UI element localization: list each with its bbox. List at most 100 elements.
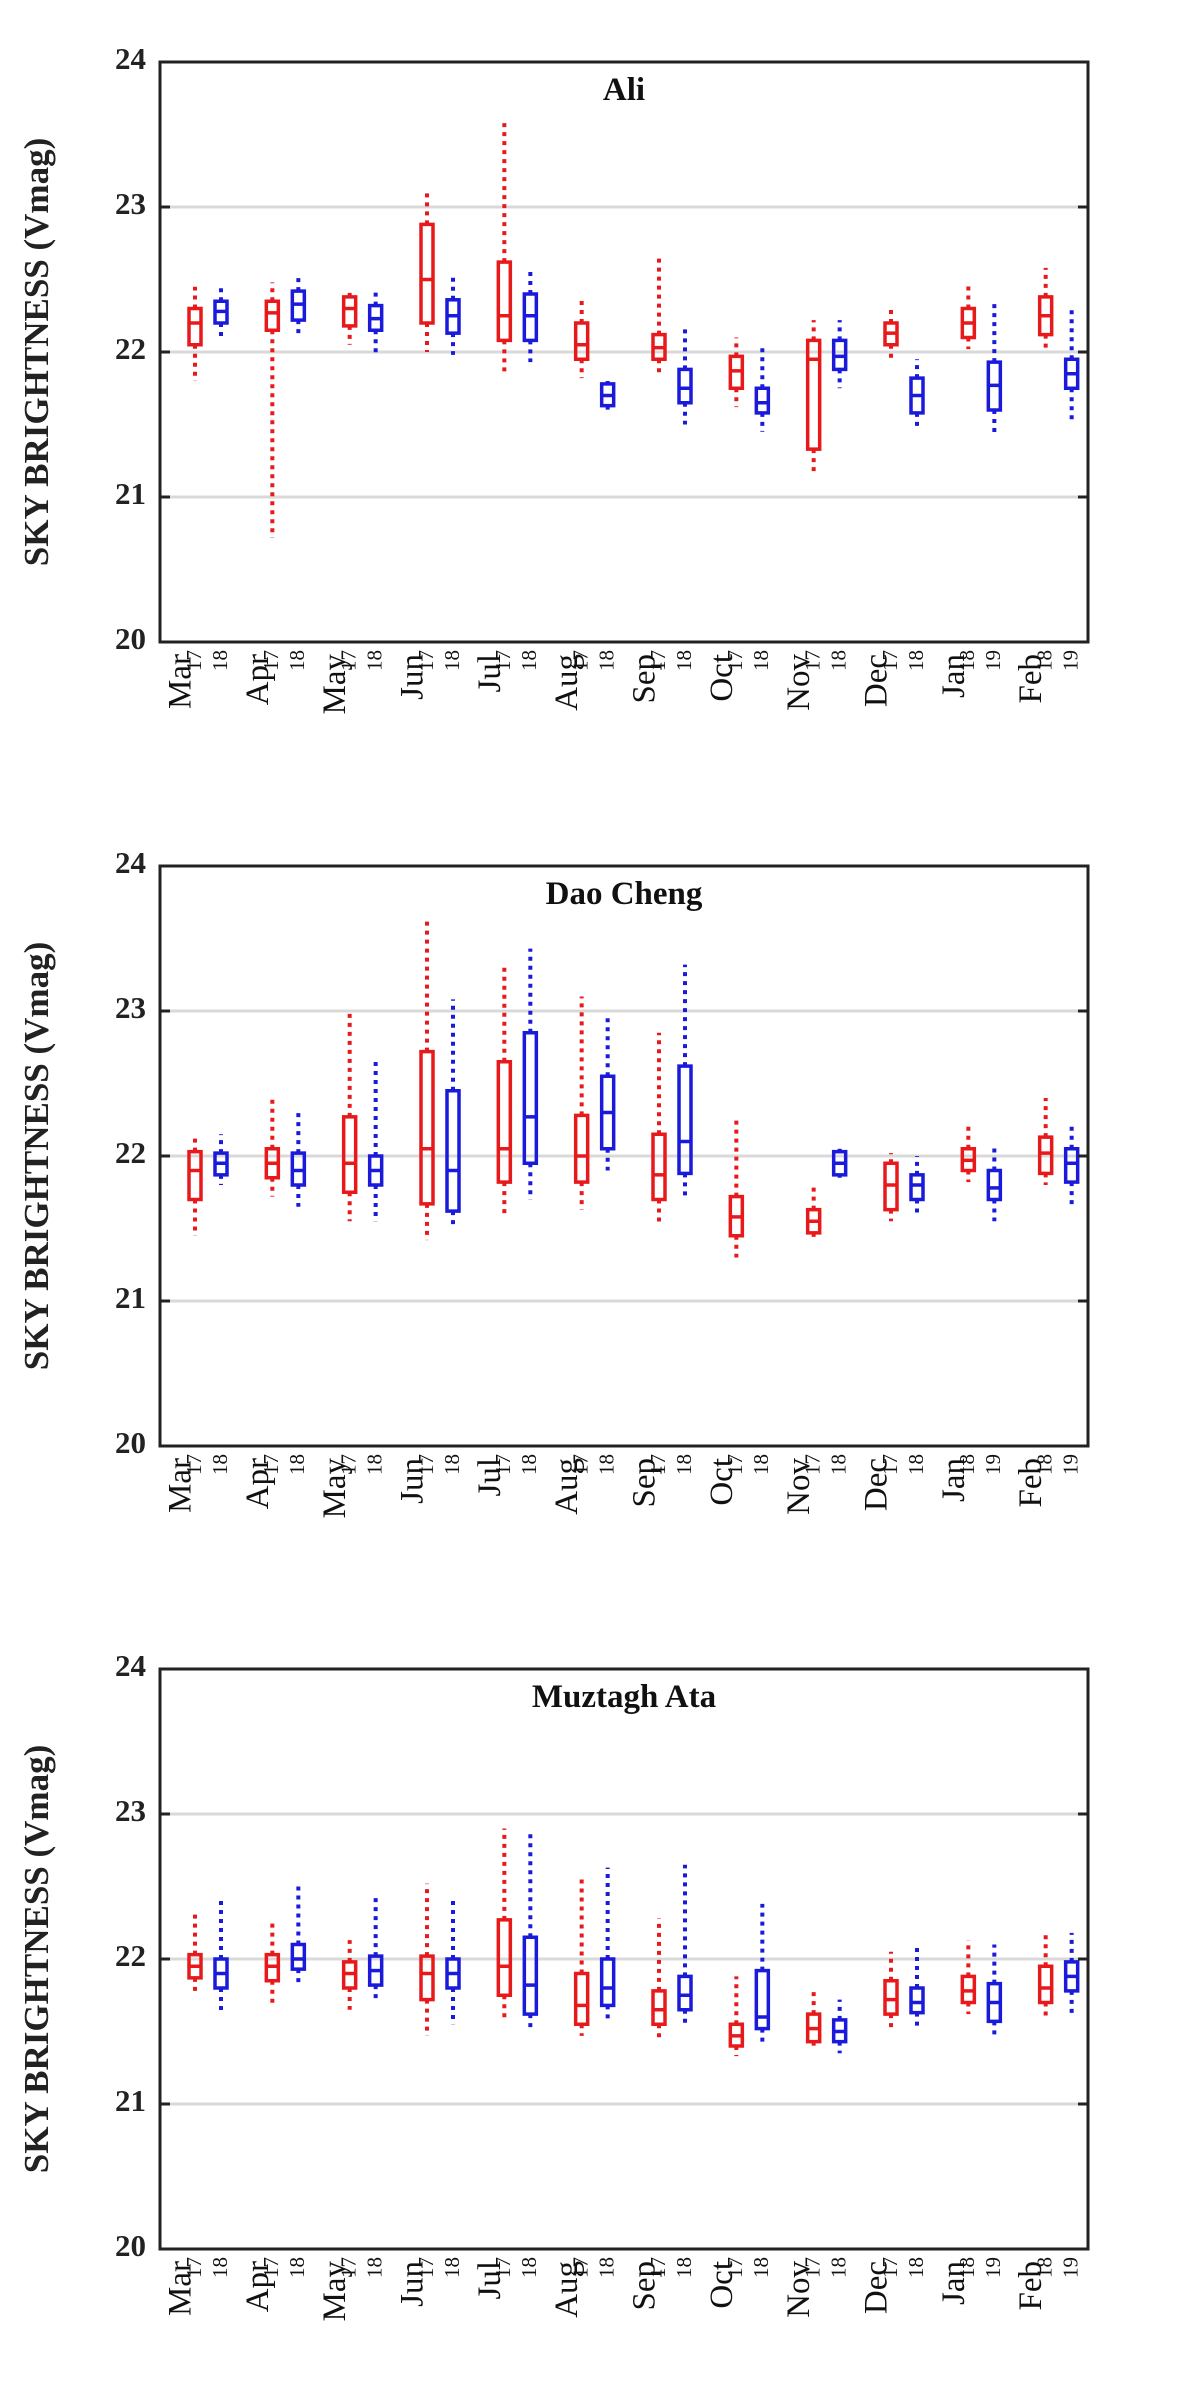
box-aug-17 [573, 1876, 590, 2036]
box-feb-19 [1063, 1932, 1080, 2015]
box-mar-18 [213, 1134, 229, 1185]
y-axis-title: SKY BRIGHTNESS (Vmag) [17, 138, 56, 567]
box-iqr [986, 1168, 1003, 1202]
x-tick-label-month: Sep [627, 1458, 663, 1508]
month-group-oct [728, 1903, 771, 2057]
box-iqr [341, 1115, 358, 1194]
x-tick-label-year: 18 [208, 2257, 232, 2278]
y-tick-label: 21 [115, 476, 146, 511]
month-group-apr [264, 1098, 307, 1207]
x-tick-label-year: 17 [568, 2257, 592, 2278]
box-dec-18 [909, 359, 925, 429]
box-mar-17 [187, 286, 203, 381]
box-feb-19 [1063, 1124, 1080, 1207]
month-group-mar [187, 1901, 229, 2013]
x-tick-label-year: 18 [904, 650, 928, 671]
x-tick-label-month: Aug [549, 2261, 585, 2318]
x-tick-label-year: 18 [672, 650, 696, 671]
y-tick-label: 21 [115, 1280, 146, 1315]
month-group-nov [805, 1148, 848, 1241]
box-iqr [573, 1113, 590, 1184]
x-tick-label-year: 18 [208, 650, 232, 671]
x-tick-label-year: 19 [981, 650, 1005, 671]
box-sep-18 [677, 1864, 693, 2025]
month-group-nov [805, 1990, 848, 2054]
x-tick-label-year: 18 [517, 2257, 541, 2278]
box-jul-18 [522, 269, 539, 363]
box-nov-17 [805, 320, 822, 473]
month-group-sep [651, 1864, 693, 2039]
x-tick-label-year: 18 [1032, 1454, 1056, 1475]
month-group-jun [419, 921, 461, 1241]
y-tick-label: 22 [115, 331, 146, 366]
box-apr-17 [264, 1922, 281, 2006]
x-tick-label-year: 18 [440, 650, 464, 671]
box-iqr [445, 1089, 461, 1213]
box-sep-17 [651, 1918, 667, 2039]
x-tick-label-year: 17 [259, 2257, 283, 2278]
x-tick-label-year: 18 [955, 650, 979, 671]
month-group-aug [573, 1867, 616, 2036]
month-group-jul [496, 120, 539, 374]
box-oct-17 [728, 1976, 745, 2057]
box-iqr [522, 1031, 539, 1165]
box-sep-17 [651, 257, 667, 374]
x-tick-label-year: 18 [904, 1454, 928, 1475]
x-tick-label-year: 17 [182, 1454, 206, 1475]
box-nov-18 [831, 320, 848, 389]
x-tick-label-year: 17 [182, 2257, 206, 2278]
box-sep-17 [651, 1032, 667, 1226]
x-tick-label-month: Mar [163, 1458, 199, 1513]
month-group-dec [883, 1947, 925, 2032]
x-tick-label-year: 17 [336, 650, 360, 671]
box-iqr [573, 321, 590, 361]
x-tick-label-year: 17 [414, 2257, 438, 2278]
box-iqr [290, 1942, 307, 1971]
box-iqr [496, 1060, 513, 1184]
x-tick-label-month: Jul [472, 654, 508, 693]
x-tick-label-year: 17 [259, 1454, 283, 1475]
box-nov-17 [805, 1990, 822, 2051]
box-oct-18 [754, 1903, 771, 2044]
x-tick-label-month: Jul [472, 1458, 508, 1497]
box-jan-18 [960, 1940, 977, 2015]
y-tick-label: 20 [115, 2228, 146, 2263]
y-tick-label: 23 [115, 990, 146, 1025]
x-tick-label-month: Jan [936, 2261, 972, 2305]
x-tick-label-year: 18 [517, 1454, 541, 1475]
x-tick-label-year: 17 [414, 1454, 438, 1475]
x-tick-label-year: 17 [800, 1454, 824, 1475]
month-group-sep [651, 964, 693, 1226]
x-tick-label-month: Nov [781, 2261, 817, 2318]
box-sep-18 [677, 327, 693, 425]
box-feb-18 [1037, 1934, 1054, 2017]
month-group-jun [419, 1883, 461, 2036]
month-group-mar [187, 1134, 229, 1236]
box-sep-18 [677, 964, 693, 1197]
box-nov-17 [805, 1185, 822, 1241]
month-group-dec [883, 1153, 925, 1222]
box-oct-17 [728, 1119, 745, 1258]
box-jan-19 [986, 1144, 1003, 1222]
x-tick-label-year: 17 [491, 2257, 515, 2278]
x-tick-label-year: 18 [440, 2257, 464, 2278]
x-tick-label-month: Feb [1013, 654, 1049, 704]
box-iqr [1063, 1147, 1080, 1184]
month-group-feb [1037, 1098, 1080, 1207]
box-may-18 [367, 1057, 384, 1222]
month-group-oct [728, 1119, 745, 1258]
x-tick-label-year: 19 [1058, 650, 1082, 671]
box-dec-18 [909, 1156, 925, 1217]
box-iqr [496, 1918, 513, 1997]
x-tick-label-month: Jul [472, 2261, 508, 2300]
x-tick-label-month: Oct [704, 654, 740, 702]
box-apr-18 [290, 1112, 307, 1207]
box-iqr [599, 1957, 616, 2008]
box-apr-18 [290, 1883, 307, 1986]
box-aug-18 [599, 1867, 616, 2020]
box-jul-17 [496, 120, 513, 374]
box-jun-17 [419, 189, 435, 352]
x-tick-label-year: 18 [440, 1454, 464, 1475]
